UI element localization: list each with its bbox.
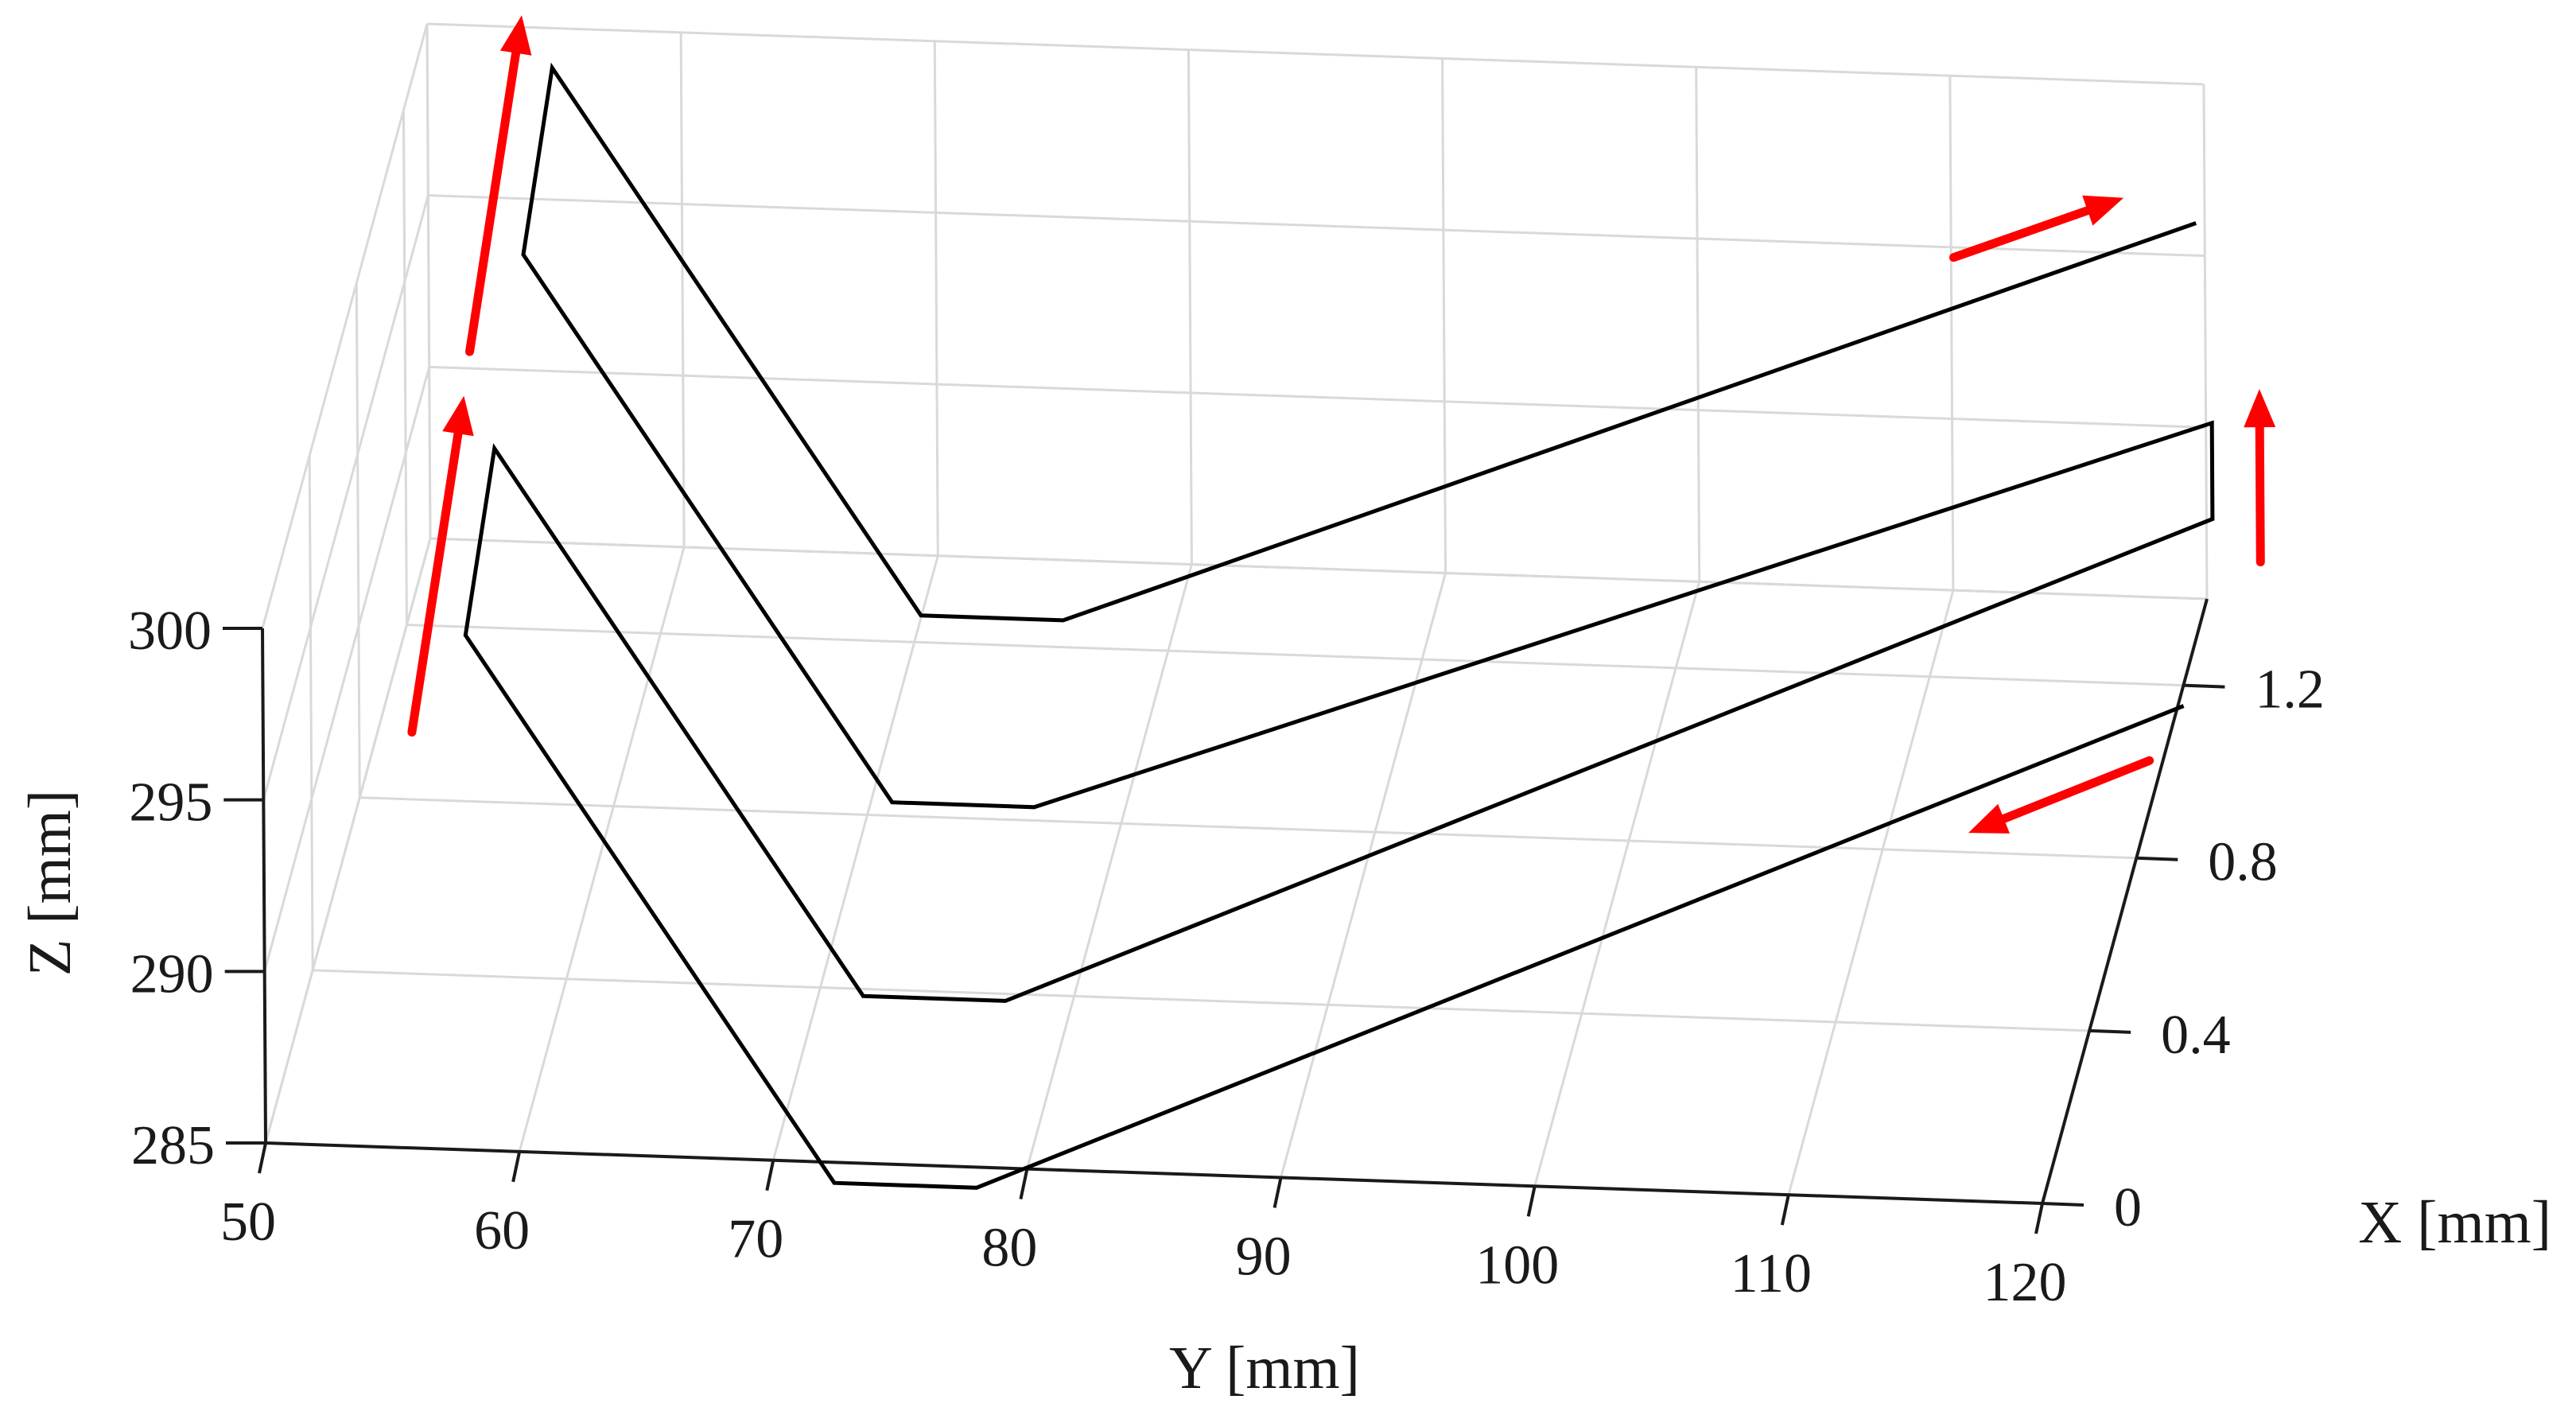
direction-arrow-head bbox=[2244, 389, 2276, 428]
side-wall-grid-line bbox=[402, 110, 408, 625]
x-axis-title: X [mm] bbox=[2358, 1189, 2551, 1256]
z-tick-label: 290 bbox=[130, 943, 214, 1005]
y-tick bbox=[1272, 1177, 1283, 1208]
floor-grid-line bbox=[359, 796, 2137, 860]
back-wall-grid-line bbox=[1695, 67, 1701, 582]
direction-arrow-head bbox=[499, 15, 532, 56]
side-wall-grid-line bbox=[263, 366, 431, 972]
x-tick bbox=[2089, 1028, 2131, 1034]
y-tick bbox=[765, 1160, 775, 1191]
direction-arrow bbox=[465, 15, 532, 356]
z-axis-line bbox=[261, 628, 267, 1144]
x-tick bbox=[2042, 1202, 2085, 1207]
direction-arrow-shaft bbox=[2255, 422, 2265, 567]
back-wall-grid-line bbox=[429, 365, 2206, 429]
y-tick-label: 100 bbox=[1475, 1234, 1559, 1296]
toolpath-series bbox=[463, 62, 2215, 1190]
floor-grid-line bbox=[313, 969, 2090, 1032]
back-wall-grid-line bbox=[426, 22, 2205, 86]
z-tick-label: 300 bbox=[128, 601, 212, 662]
z-axis-title: Z [mm] bbox=[17, 790, 84, 976]
floor-grid-line bbox=[1280, 573, 1447, 1178]
y-tick-label: 50 bbox=[220, 1191, 276, 1253]
toolpath-line bbox=[463, 62, 2215, 1190]
y-axis-title: Y [mm] bbox=[1169, 1335, 1360, 1401]
back-wall-grid-line bbox=[933, 41, 939, 556]
x-tick-label: 0 bbox=[2114, 1177, 2142, 1238]
back-wall-grid-line bbox=[428, 194, 2205, 258]
back-wall-grid-line bbox=[1187, 49, 1193, 565]
direction-arrow bbox=[407, 395, 474, 737]
x-axis-line bbox=[2041, 598, 2209, 1204]
direction-arrow-head bbox=[442, 395, 474, 437]
y-tick bbox=[2034, 1203, 2044, 1234]
y-tick-label: 120 bbox=[1983, 1252, 2067, 1313]
y-tick bbox=[1019, 1168, 1029, 1199]
direction-arrow-shaft bbox=[407, 429, 463, 737]
side-wall-grid-line bbox=[425, 23, 432, 539]
y-tick-label: 80 bbox=[981, 1218, 1037, 1279]
back-wall-grid-line bbox=[1949, 76, 1955, 591]
y-tick-label: 110 bbox=[1731, 1243, 1812, 1304]
side-wall-grid-line bbox=[264, 538, 432, 1144]
direction-arrow bbox=[1949, 195, 2124, 262]
y-tick bbox=[1780, 1194, 1790, 1226]
y-tick-label: 90 bbox=[1236, 1226, 1292, 1287]
direction-arrow-shaft bbox=[1949, 206, 2092, 262]
back-wall-grid-line bbox=[679, 32, 686, 547]
y-axis-line bbox=[265, 1141, 2043, 1205]
side-wall-grid-line bbox=[355, 282, 361, 798]
floor-grid-line bbox=[1025, 564, 1193, 1169]
x-tick bbox=[2183, 683, 2225, 689]
x-tick-label: 0.4 bbox=[2161, 1005, 2231, 1066]
side-wall-grid-line bbox=[262, 195, 429, 801]
direction-arrow bbox=[1968, 756, 2154, 834]
floor-grid-line bbox=[406, 624, 2184, 687]
floor-grid-line bbox=[518, 546, 686, 1153]
direction-arrow bbox=[2244, 389, 2276, 567]
direction-arrow-shaft bbox=[465, 49, 521, 356]
axes bbox=[223, 598, 2225, 1234]
y-tick bbox=[511, 1151, 522, 1183]
floor-grid-line bbox=[771, 555, 939, 1161]
direction-arrow-head bbox=[1968, 803, 2010, 834]
side-wall-grid-line bbox=[308, 455, 314, 970]
y-tick-label: 60 bbox=[474, 1200, 530, 1261]
y-tick bbox=[258, 1142, 267, 1174]
direction-arrow-shaft bbox=[1999, 756, 2154, 823]
x-tick bbox=[2136, 856, 2178, 861]
grid-lines bbox=[261, 22, 2209, 1205]
floor-grid-line bbox=[1533, 581, 1701, 1187]
back-wall-grid-line bbox=[429, 537, 2208, 601]
y-tick-label: 70 bbox=[728, 1209, 783, 1270]
x-tick-label: 0.8 bbox=[2208, 832, 2278, 893]
direction-arrow-head bbox=[2082, 195, 2124, 226]
tick-labels: 50 60 70 80 90 100 110 120 285 290 295 300 0 0.4 0.8 1.… bbox=[128, 601, 2325, 1313]
back-wall-grid-line bbox=[1441, 58, 1447, 573]
side-wall-grid-line bbox=[261, 23, 429, 629]
back-wall-grid-line bbox=[2202, 84, 2209, 600]
z-tick-label: 285 bbox=[131, 1115, 215, 1176]
x-tick-label: 1.2 bbox=[2255, 659, 2325, 721]
direction-arrows bbox=[407, 15, 2276, 834]
floor-grid-line bbox=[1787, 589, 1955, 1195]
z-tick-label: 295 bbox=[129, 772, 212, 834]
y-tick bbox=[1526, 1185, 1537, 1217]
